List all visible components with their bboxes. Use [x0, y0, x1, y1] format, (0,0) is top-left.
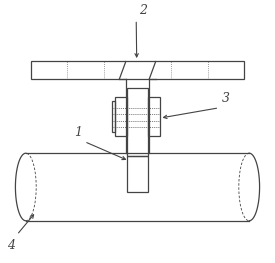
Text: 3: 3 — [222, 92, 230, 105]
Bar — [127, 156, 148, 192]
Bar — [31, 61, 244, 79]
Text: 2: 2 — [139, 4, 147, 17]
Text: 4: 4 — [7, 239, 15, 252]
Bar — [112, 101, 116, 133]
Bar — [127, 88, 148, 156]
Bar — [148, 97, 160, 136]
Bar — [116, 97, 127, 136]
Text: 1: 1 — [74, 126, 82, 139]
